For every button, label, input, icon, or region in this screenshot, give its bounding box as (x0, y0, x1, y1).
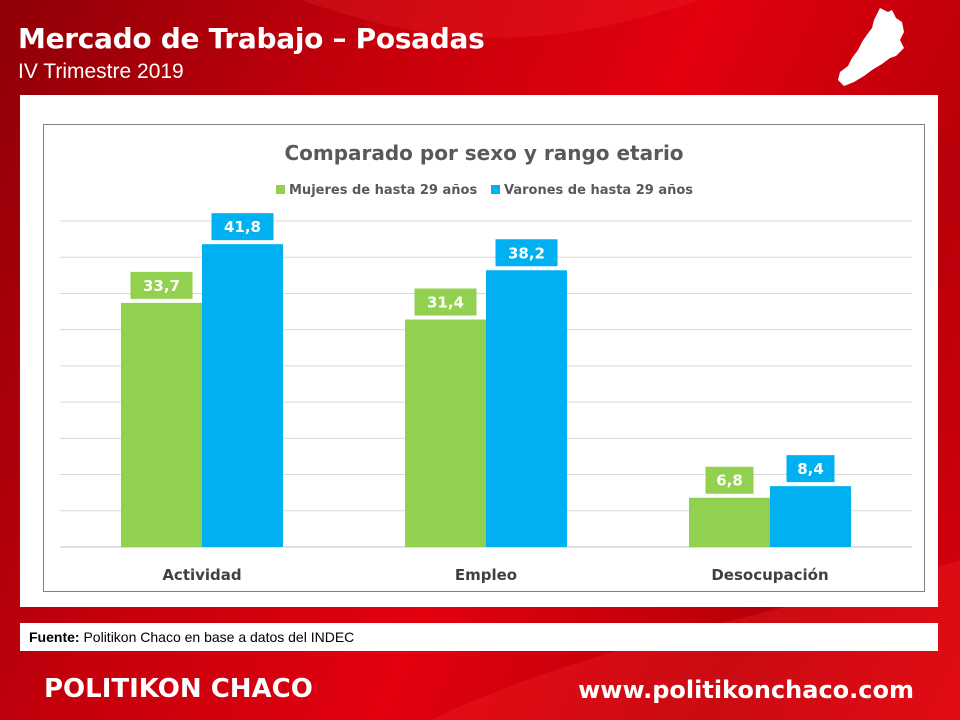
legend-label: Mujeres de hasta 29 años (289, 183, 477, 198)
category-label: Empleo (455, 566, 517, 584)
data-label: 38,2 (508, 244, 545, 262)
legend-swatch (276, 185, 285, 194)
data-label-box (786, 455, 835, 483)
website-link[interactable]: www.politikonchaco.com (578, 676, 914, 704)
bar (770, 486, 851, 547)
page-subtitle: IV Trimestre 2019 (18, 60, 184, 83)
data-label: 6,8 (716, 472, 743, 490)
chart-area: 33,7 41,8 Actividad 31,4 38,2 Empleo 6,8 8,4 Des… (43, 124, 925, 592)
legend-label: Varones de hasta 29 años (504, 183, 693, 198)
data-label-box (211, 213, 274, 241)
data-label-box (705, 466, 754, 494)
chart-title: Comparado por sexo y rango etario (284, 141, 683, 165)
bar-chart: 33,7 41,8 Actividad 31,4 38,2 Empleo 6,8 8,4 Des… (60, 141, 912, 584)
bar (202, 244, 283, 547)
chart-legend: Mujeres de hasta 29 años Varones de hasta… (276, 183, 693, 198)
brand-name: POLITIKON CHACO (44, 674, 313, 704)
data-label: 31,4 (427, 294, 464, 312)
data-label: 8,4 (797, 460, 824, 478)
data-label-box (414, 288, 477, 316)
misiones-map-icon (838, 8, 904, 86)
source-note: Fuente: Politikon Chaco en base a datos … (20, 623, 938, 651)
bar (405, 319, 486, 547)
source-label: Fuente: (29, 629, 80, 645)
data-label: 41,8 (224, 218, 261, 236)
source-text: Politikon Chaco en base a datos del INDE… (83, 629, 355, 645)
data-label-box (495, 239, 558, 267)
bar (486, 270, 567, 547)
bar (689, 497, 770, 547)
data-label: 33,7 (143, 277, 180, 295)
category-label: Desocupación (711, 566, 828, 584)
bar (121, 302, 202, 547)
legend-swatch (491, 185, 500, 194)
page-title: Mercado de Trabajo – Posadas (18, 22, 485, 55)
data-label-box (130, 271, 193, 299)
category-label: Actividad (162, 566, 241, 584)
